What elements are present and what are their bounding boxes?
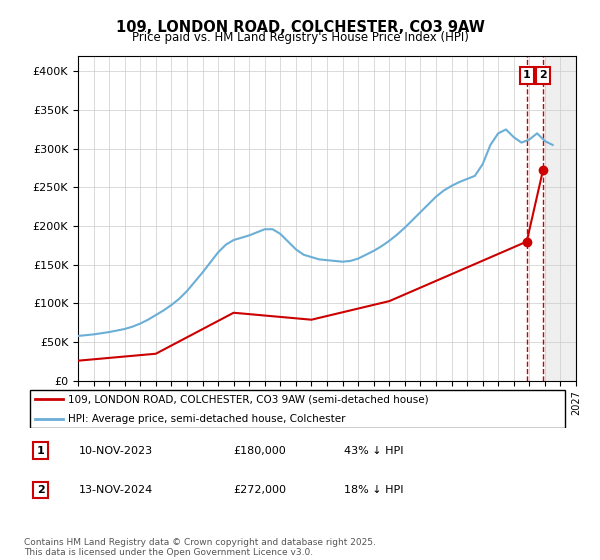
Text: 2: 2 xyxy=(37,485,44,495)
Text: 10-NOV-2023: 10-NOV-2023 xyxy=(79,446,154,456)
Text: 2: 2 xyxy=(539,71,547,80)
Text: 109, LONDON ROAD, COLCHESTER, CO3 9AW: 109, LONDON ROAD, COLCHESTER, CO3 9AW xyxy=(116,20,484,35)
Bar xyxy=(545,56,576,381)
FancyBboxPatch shape xyxy=(29,390,565,428)
Text: 43% ↓ HPI: 43% ↓ HPI xyxy=(344,446,404,456)
Text: 109, LONDON ROAD, COLCHESTER, CO3 9AW (semi-detached house): 109, LONDON ROAD, COLCHESTER, CO3 9AW (s… xyxy=(68,394,429,404)
Text: £180,000: £180,000 xyxy=(234,446,287,456)
Text: 18% ↓ HPI: 18% ↓ HPI xyxy=(344,485,404,495)
Text: Contains HM Land Registry data © Crown copyright and database right 2025.
This d: Contains HM Land Registry data © Crown c… xyxy=(24,538,376,557)
Text: HPI: Average price, semi-detached house, Colchester: HPI: Average price, semi-detached house,… xyxy=(68,414,346,423)
Text: 1: 1 xyxy=(37,446,44,456)
Text: 1: 1 xyxy=(523,71,530,80)
Text: 13-NOV-2024: 13-NOV-2024 xyxy=(79,485,154,495)
Text: £272,000: £272,000 xyxy=(234,485,287,495)
Text: Price paid vs. HM Land Registry's House Price Index (HPI): Price paid vs. HM Land Registry's House … xyxy=(131,31,469,44)
